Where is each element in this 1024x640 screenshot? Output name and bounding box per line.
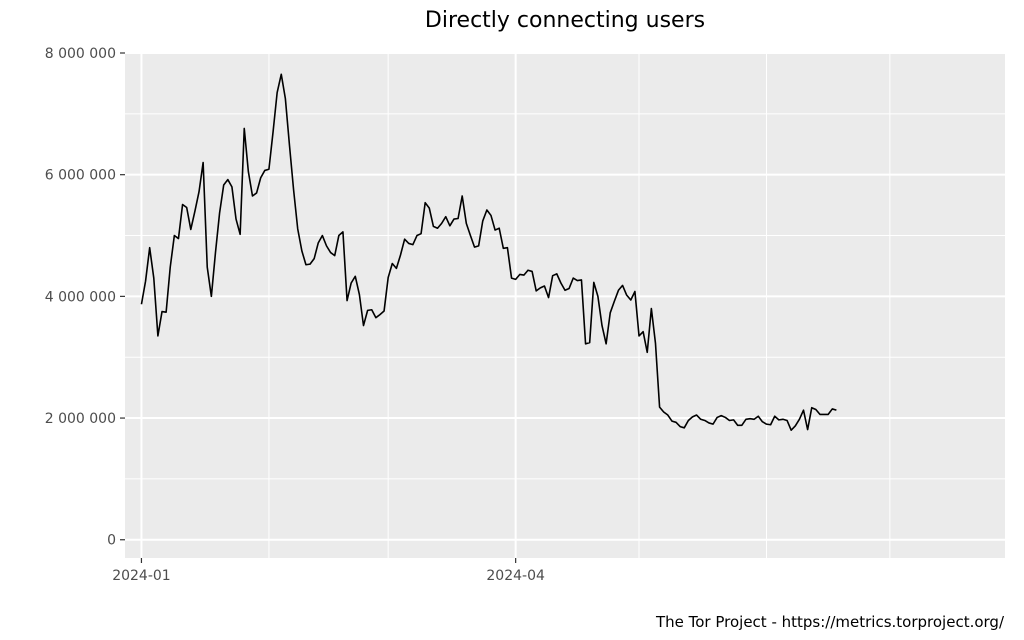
x-tick-label: 2024-04 — [486, 568, 545, 584]
chart-caption: The Tor Project - https://metrics.torpro… — [655, 613, 1005, 631]
y-axis: 0 2 000 000 4 000 000 6 000 000 8 000 000 — [45, 46, 125, 549]
y-tick-label: 2 000 000 — [45, 411, 116, 427]
y-tick-label: 6 000 000 — [45, 168, 116, 184]
major-grid — [125, 52, 1005, 558]
series-layer — [140, 73, 837, 432]
y-tick-label: 4 000 000 — [45, 289, 116, 305]
x-tick-label: 2024-01 — [112, 568, 171, 584]
x-axis: 2024-01 2024-04 — [112, 558, 545, 584]
y-tick-label: 8 000 000 — [45, 46, 116, 62]
chart-title: Directly connecting users — [425, 8, 705, 33]
y-tick-label: 0 — [107, 533, 116, 549]
series-line — [140, 73, 837, 432]
minor-grid — [125, 53, 1005, 558]
plot-panel — [125, 53, 1005, 558]
